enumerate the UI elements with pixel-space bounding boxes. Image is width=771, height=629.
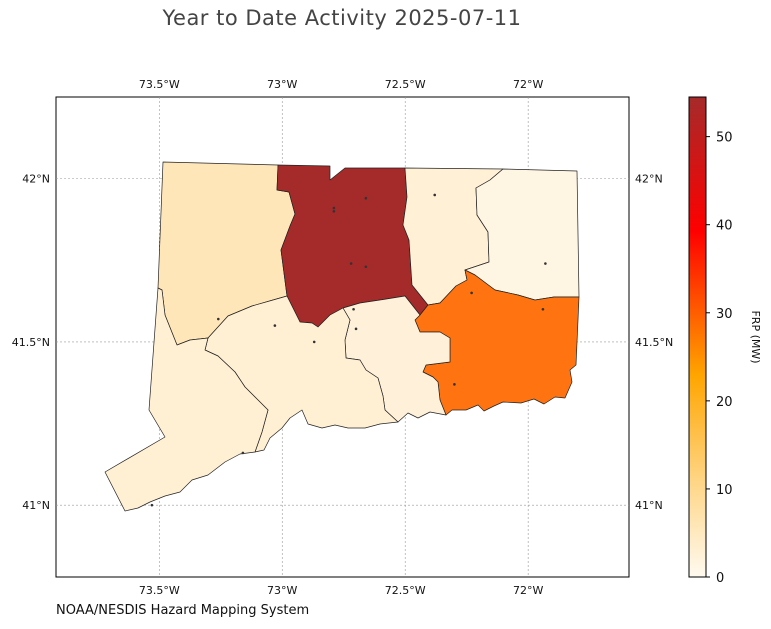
lon-tick-label-top: 73.5°W bbox=[139, 78, 180, 91]
fire-detection-point bbox=[241, 451, 245, 455]
fire-detection-point bbox=[433, 193, 437, 197]
fire-detection-point bbox=[544, 262, 547, 265]
colorbar-tick-label: 10 bbox=[716, 483, 733, 498]
fire-detection-point bbox=[470, 291, 473, 295]
lat-tick-label-left: 41.5°N bbox=[12, 336, 50, 349]
fire-detection-point bbox=[354, 327, 358, 331]
lon-tick-label-bottom: 73.5°W bbox=[139, 584, 180, 597]
colorbar bbox=[688, 96, 707, 578]
lon-tick-label-bottom: 73°W bbox=[267, 584, 297, 597]
fire-detection-point bbox=[217, 317, 220, 321]
fire-detection-point bbox=[453, 383, 456, 386]
colorbar-tick-label: 50 bbox=[716, 131, 733, 146]
county-fairfield[interactable] bbox=[104, 287, 269, 512]
lat-tick-label-right: 42°N bbox=[635, 173, 663, 186]
lon-tick-label-bottom: 72°W bbox=[513, 584, 543, 597]
lat-tick-label-right: 41°N bbox=[635, 499, 663, 512]
fire-detection-point bbox=[364, 196, 368, 200]
lon-tick-label-bottom: 72.5°W bbox=[385, 584, 426, 597]
lat-tick-label-left: 42°N bbox=[22, 173, 50, 186]
lon-tick-label-top: 72.5°W bbox=[385, 78, 426, 91]
fire-detection-point bbox=[352, 307, 355, 311]
fire-detection-point bbox=[150, 503, 154, 507]
fire-detection-point bbox=[332, 209, 336, 213]
fire-detection-point bbox=[273, 324, 277, 327]
map-title: Year to Date Activity 2025-07-11 bbox=[162, 6, 522, 30]
lon-tick-label-top: 72°W bbox=[513, 78, 543, 91]
data-source-credit: NOAA/NESDIS Hazard Mapping System bbox=[56, 603, 310, 618]
colorbar-label: FRP (MW) bbox=[749, 310, 762, 363]
lat-tick-label-right: 41.5°N bbox=[635, 336, 673, 349]
colorbar-tick-label: 0 bbox=[716, 571, 724, 586]
counties-layer bbox=[104, 161, 580, 512]
fire-detection-point bbox=[364, 265, 368, 269]
colorbar-ticks: 0 10 20 30 40 50 bbox=[706, 131, 733, 586]
fire-detection-point bbox=[541, 307, 545, 311]
lat-tick-label-left: 41°N bbox=[22, 499, 50, 512]
axis-ticks: 73.5°W 73.5°W 73°W 73°W 72.5°W 72.5°W 72°W 72°W… bbox=[12, 78, 673, 597]
lon-tick-label-top: 73°W bbox=[267, 78, 297, 91]
colorbar-tick-label: 30 bbox=[716, 307, 733, 322]
fire-detection-point bbox=[312, 340, 316, 344]
fire-detection-point bbox=[349, 262, 353, 265]
fire-detections bbox=[150, 193, 547, 507]
fire-detection-point bbox=[332, 206, 336, 210]
colorbar-tick-label: 20 bbox=[716, 395, 733, 410]
colorbar-tick-label: 40 bbox=[716, 219, 733, 234]
